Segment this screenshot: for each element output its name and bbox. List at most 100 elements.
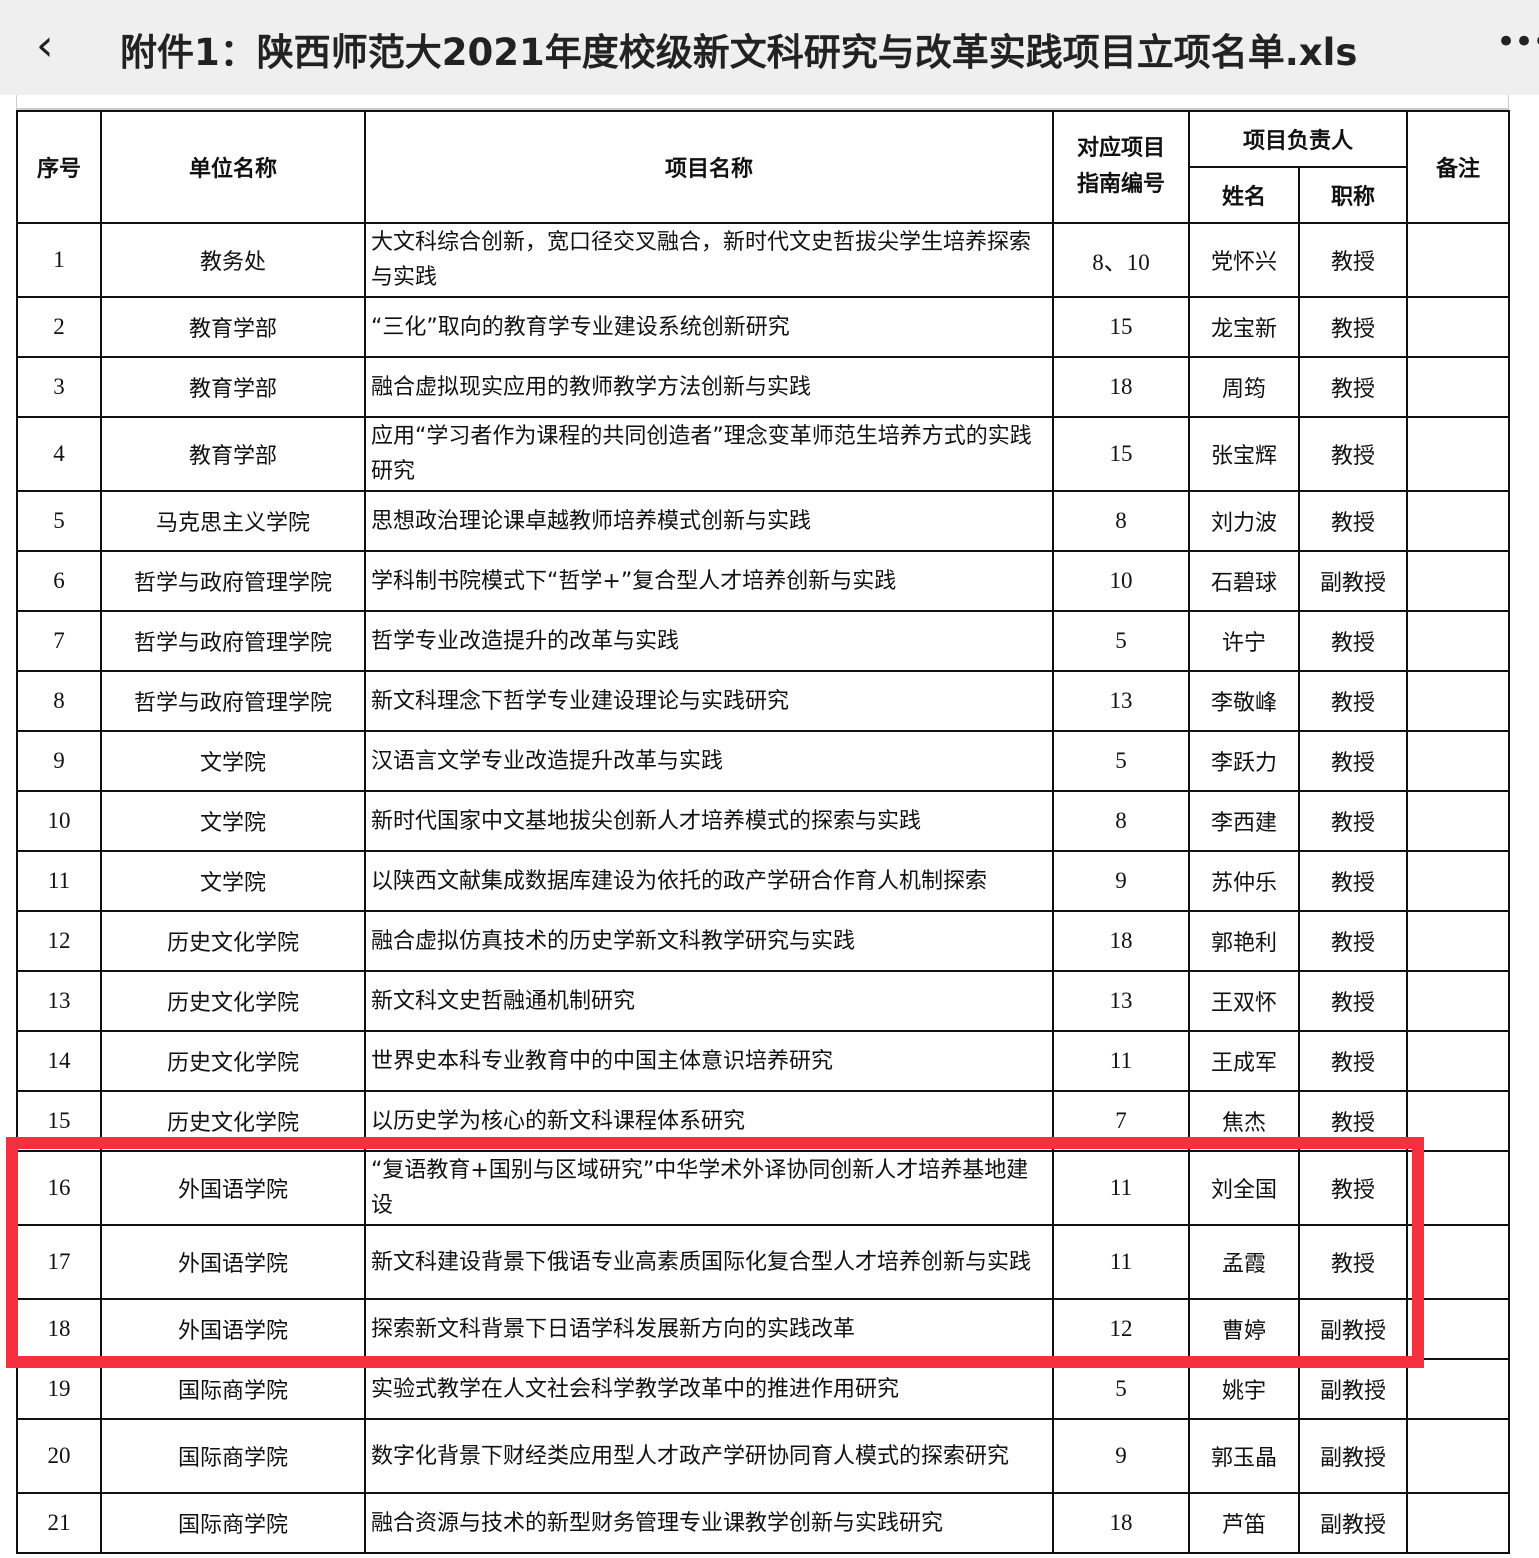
cell-note — [1406, 790, 1511, 852]
cell-title: 教授 — [1297, 1150, 1409, 1226]
top-bar: ‹ 附件1：陕西师范大2021年度校级新文科研究与改革实践项目立项名单.xls … — [0, 0, 1539, 95]
cell-seq: 18 — [16, 1298, 102, 1360]
cell-project: “三化”取向的教育学专业建设系统创新研究 — [364, 296, 1054, 358]
cell-seq: 11 — [16, 850, 102, 912]
cell-project: 学科制书院模式下“哲学+”复合型人才培养创新与实践 — [364, 550, 1054, 612]
table-row: 11 文学院 以陕西文献集成数据库建设为依托的政产学研合作育人机制探索 9 苏仲乐 教授 — [16, 850, 1511, 912]
cell-unit: 国际商学院 — [100, 1492, 366, 1554]
cell-note — [1406, 1418, 1511, 1494]
cell-guide: 11 — [1052, 1224, 1190, 1300]
table-row: 5 马克思主义学院 思想政治理论课卓越教师培养模式创新与实践 8 刘力波 教授 — [16, 490, 1511, 552]
cell-project: 融合虚拟仿真技术的历史学新文科教学研究与实践 — [364, 910, 1054, 972]
cell-unit: 哲学与政府管理学院 — [100, 670, 366, 732]
cell-guide: 7 — [1052, 1090, 1190, 1152]
cell-guide: 18 — [1052, 356, 1190, 418]
cell-note — [1406, 222, 1511, 298]
cell-name: 焦杰 — [1188, 1090, 1300, 1152]
cell-guide: 11 — [1052, 1150, 1190, 1226]
cell-seq: 16 — [16, 1150, 102, 1226]
cell-unit: 外国语学院 — [100, 1150, 366, 1226]
cell-note — [1406, 970, 1511, 1032]
cell-project: 以历史学为核心的新文科课程体系研究 — [364, 1090, 1054, 1152]
cell-title: 教授 — [1297, 850, 1409, 912]
cell-seq: 3 — [16, 356, 102, 418]
cell-guide: 9 — [1052, 850, 1190, 912]
cell-guide: 15 — [1052, 296, 1190, 358]
cell-unit: 文学院 — [100, 730, 366, 792]
cell-guide: 18 — [1052, 910, 1190, 972]
table-row: 14 历史文化学院 世界史本科专业教育中的中国主体意识培养研究 11 王成军 教授 — [16, 1030, 1511, 1092]
header-seq: 序号 — [16, 110, 102, 224]
cell-note — [1406, 1492, 1511, 1554]
cell-name: 苏仲乐 — [1188, 850, 1300, 912]
cell-project: 实验式教学在人文社会科学教学改革中的推进作用研究 — [364, 1358, 1054, 1420]
cell-seq: 7 — [16, 610, 102, 672]
table-row: 15 历史文化学院 以历史学为核心的新文科课程体系研究 7 焦杰 教授 — [16, 1090, 1511, 1152]
cell-unit: 马克思主义学院 — [100, 490, 366, 552]
cell-name: 李敬峰 — [1188, 670, 1300, 732]
cell-title: 教授 — [1297, 790, 1409, 852]
cell-note — [1406, 356, 1511, 418]
cell-title: 副教授 — [1297, 550, 1409, 612]
table-row: 9 文学院 汉语言文学专业改造提升改革与实践 5 李跃力 教授 — [16, 730, 1511, 792]
table-row: 19 国际商学院 实验式教学在人文社会科学教学改革中的推进作用研究 5 姚宇 副教授 — [16, 1358, 1511, 1420]
header-leader: 项目负责人 — [1187, 110, 1409, 168]
cell-seq: 5 — [16, 490, 102, 552]
header-note: 备注 — [1406, 110, 1511, 224]
cell-seq: 8 — [16, 670, 102, 732]
cell-note — [1406, 1298, 1511, 1360]
cell-name: 石碧球 — [1188, 550, 1300, 612]
cell-project: 应用“学习者作为课程的共同创造者”理念变革师范生培养方式的实践研究 — [364, 416, 1054, 492]
cell-seq: 19 — [16, 1358, 102, 1420]
cell-name: 李西建 — [1188, 790, 1300, 852]
chevron-left-icon[interactable]: ‹ — [36, 20, 54, 71]
cell-name: 李跃力 — [1188, 730, 1300, 792]
cell-note — [1406, 1150, 1511, 1226]
cell-guide: 12 — [1052, 1298, 1190, 1360]
cell-title: 教授 — [1297, 610, 1409, 672]
cell-project: 新文科理念下哲学专业建设理论与实践研究 — [364, 670, 1054, 732]
header-project: 项目名称 — [364, 110, 1054, 224]
cell-note — [1406, 730, 1511, 792]
table-row: 7 哲学与政府管理学院 哲学专业改造提升的改革与实践 5 许宁 教授 — [16, 610, 1511, 672]
cell-note — [1406, 296, 1511, 358]
header-guide: 对应项目指南编号 — [1052, 110, 1190, 224]
table-row: 21 国际商学院 融合资源与技术的新型财务管理专业课教学创新与实践研究 18 芦笛 副教授 — [16, 1492, 1511, 1554]
sheet-top-strip — [16, 95, 1509, 110]
cell-project: 大文科综合创新，宽口径交叉融合，新时代文史哲拔尖学生培养探索与实践 — [364, 222, 1054, 298]
cell-unit: 历史文化学院 — [100, 910, 366, 972]
cell-seq: 6 — [16, 550, 102, 612]
cell-unit: 国际商学院 — [100, 1358, 366, 1420]
cell-seq: 1 — [16, 222, 102, 298]
cell-project: 汉语言文学专业改造提升改革与实践 — [364, 730, 1054, 792]
cell-project: 融合虚拟现实应用的教师教学方法创新与实践 — [364, 356, 1054, 418]
ellipsis-icon[interactable]: ••• — [1496, 22, 1539, 62]
cell-title: 教授 — [1297, 910, 1409, 972]
cell-name: 龙宝新 — [1188, 296, 1300, 358]
cell-note — [1406, 850, 1511, 912]
cell-project: 新文科文史哲融通机制研究 — [364, 970, 1054, 1032]
cell-guide: 5 — [1052, 730, 1190, 792]
document-title: 附件1：陕西师范大2021年度校级新文科研究与改革实践项目立项名单.xls — [120, 31, 1358, 74]
cell-note — [1406, 1030, 1511, 1092]
cell-title: 副教授 — [1297, 1298, 1409, 1360]
cell-unit: 外国语学院 — [100, 1298, 366, 1360]
cell-unit: 历史文化学院 — [100, 1030, 366, 1092]
cell-seq: 20 — [16, 1418, 102, 1494]
cell-seq: 13 — [16, 970, 102, 1032]
cell-unit: 历史文化学院 — [100, 1090, 366, 1152]
cell-unit: 教育学部 — [100, 296, 366, 358]
table-row: 18 外国语学院 探索新文科背景下日语学科发展新方向的实践改革 12 曹婷 副教授 — [16, 1298, 1511, 1360]
cell-note — [1406, 416, 1511, 492]
cell-name: 曹婷 — [1188, 1298, 1300, 1360]
table-row: 10 文学院 新时代国家中文基地拔尖创新人才培养模式的探索与实践 8 李西建 教授 — [16, 790, 1511, 852]
cell-seq: 2 — [16, 296, 102, 358]
header-guide-label: 对应项目指南编号 — [1076, 136, 1165, 197]
cell-title: 教授 — [1297, 1090, 1409, 1152]
cell-seq: 12 — [16, 910, 102, 972]
cell-seq: 4 — [16, 416, 102, 492]
cell-name: 周筠 — [1188, 356, 1300, 418]
cell-name: 许宁 — [1188, 610, 1300, 672]
table-row: 16 外国语学院 “复语教育+国别与区域研究”中华学术外译协同创新人才培养基地建设 1… — [16, 1150, 1511, 1226]
cell-note — [1406, 910, 1511, 972]
